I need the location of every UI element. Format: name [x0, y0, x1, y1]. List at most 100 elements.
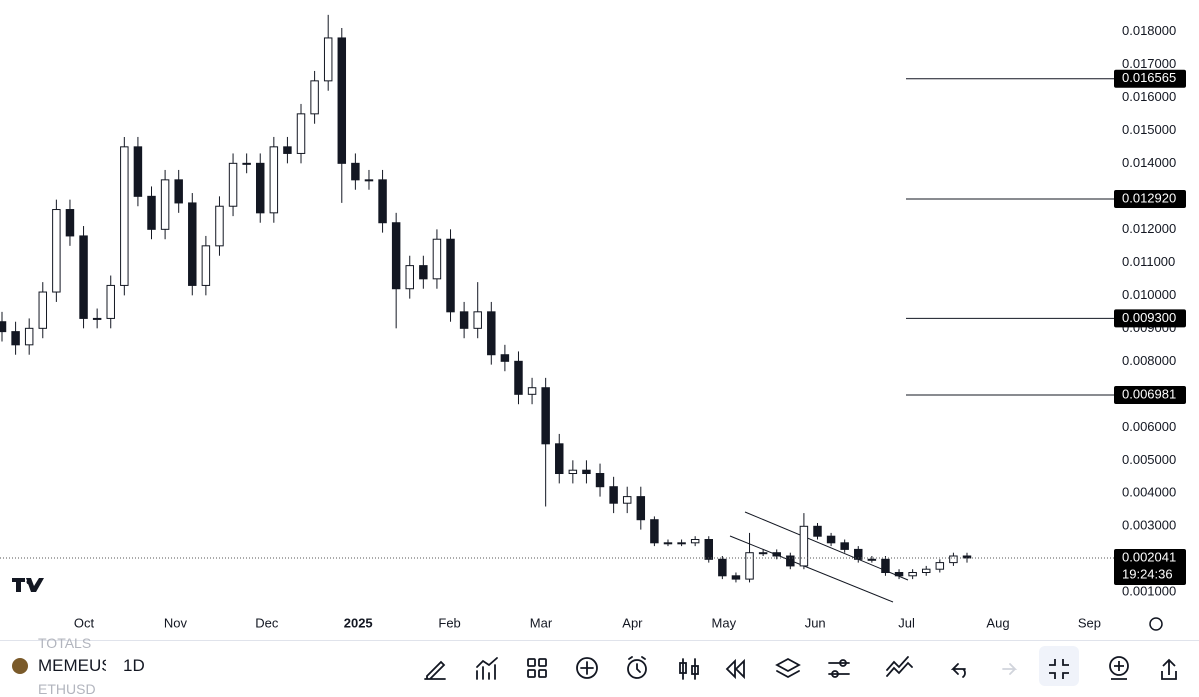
candle-body [242, 162, 251, 165]
candle-body [718, 558, 727, 577]
y-tick-label: 0.014000 [1122, 155, 1176, 170]
x-tick-label: Nov [164, 615, 188, 630]
candle-body [106, 284, 115, 319]
candle-body [582, 469, 591, 475]
level-label: 0.012920 [1122, 190, 1176, 205]
candle-body [840, 542, 849, 550]
candle-body [92, 317, 102, 320]
y-tick-label: 0.010000 [1122, 287, 1176, 302]
symbol-above: TOTALS [38, 635, 92, 651]
trend-line [744, 511, 909, 581]
candle-body [65, 209, 75, 237]
candle-body [228, 162, 238, 207]
candle-body [758, 552, 768, 555]
candle-body [120, 146, 129, 286]
x-tick-label: Jul [898, 615, 915, 630]
last-price-bg [1114, 548, 1186, 585]
indicators-icon[interactable] [476, 657, 498, 680]
candle-body [160, 179, 170, 230]
candle-body [500, 354, 510, 362]
candle-body [908, 572, 917, 577]
level-label-bg [1114, 309, 1186, 328]
candle-body [935, 562, 945, 570]
candle-body [147, 195, 156, 230]
candle-body [174, 179, 183, 204]
candle-body [256, 162, 265, 214]
candle-body [527, 387, 537, 395]
candle-body [364, 179, 374, 182]
candle-body [555, 443, 564, 475]
candle-body [405, 265, 414, 290]
candle-body [52, 209, 61, 293]
undo-icon[interactable] [950, 663, 966, 678]
candle-body [568, 469, 578, 475]
x-tick-label: Aug [986, 615, 1009, 630]
symbol[interactable]: MEMEUS [38, 656, 106, 675]
candle-body [731, 575, 741, 580]
candle-body [772, 552, 781, 557]
candle-body [323, 37, 333, 82]
candle-body [704, 539, 713, 560]
x-tick-label: Feb [438, 615, 460, 630]
candle-body [541, 387, 550, 445]
toolbar: TOTALS MEMEUS ETHUSD 1D [0, 635, 1199, 697]
candle-body [337, 37, 347, 164]
candle-body [133, 146, 143, 197]
last-price-label: 0.002041 [1122, 549, 1176, 564]
candle-body [786, 555, 795, 567]
candle-body [79, 235, 88, 319]
settings-icon[interactable] [1149, 617, 1163, 631]
candle-body [432, 238, 442, 280]
candle-body [201, 245, 211, 286]
y-tick-label: 0.016000 [1122, 89, 1176, 104]
candle-body [881, 558, 890, 574]
candle-body [473, 311, 482, 329]
y-tick-label: 0.017000 [1122, 56, 1176, 71]
trend-line [729, 535, 894, 603]
tv-logo [12, 578, 44, 592]
candle-body [283, 146, 292, 154]
y-tick-label: 0.011000 [1122, 254, 1175, 269]
candle-body [921, 568, 931, 574]
level-label-bg [1114, 69, 1186, 88]
x-tick-label: Sep [1078, 615, 1101, 630]
y-tick-label: 0.008000 [1122, 353, 1176, 368]
x-tick-label: 2025 [344, 615, 373, 630]
candle-body [24, 327, 34, 346]
candle-body [622, 496, 632, 504]
y-tick-label: 0.006000 [1122, 419, 1176, 434]
countdown: 19:24:36 [1122, 566, 1173, 581]
y-tick-label: 0.018000 [1122, 23, 1176, 38]
interval[interactable]: 1D [123, 656, 145, 675]
level-label-bg [1114, 189, 1186, 208]
level-label: 0.016565 [1122, 70, 1176, 85]
y-tick-label: 0.012000 [1122, 221, 1176, 236]
candle-body [188, 202, 197, 286]
candle-body [663, 542, 673, 545]
x-tick-label: Apr [622, 615, 643, 630]
candle-body [0, 321, 7, 333]
symbol-icon [12, 658, 28, 674]
y-tick-label: 0.001000 [1122, 584, 1176, 599]
y-tick-label: 0.003000 [1122, 518, 1176, 533]
y-tick-label: 0.004000 [1122, 485, 1176, 500]
level-label-bg [1114, 385, 1186, 404]
y-tick-label: 0.015000 [1122, 122, 1176, 137]
candle-body [949, 555, 958, 564]
add-icon[interactable] [580, 661, 594, 675]
x-tick-label: Dec [255, 615, 279, 630]
candle-body [351, 162, 360, 181]
y-tick-label: 0.005000 [1122, 452, 1176, 467]
candle-body [745, 552, 754, 580]
level-label: 0.009300 [1122, 310, 1176, 325]
toolbar-icons [424, 646, 1177, 686]
candle-body [215, 205, 224, 247]
candle-body [514, 360, 523, 395]
level-label: 0.006981 [1122, 386, 1176, 401]
candle-body [459, 311, 469, 329]
candle-body [609, 486, 618, 504]
draw-icon[interactable] [424, 660, 446, 680]
candle-body [826, 535, 836, 544]
candle-body [867, 558, 877, 561]
